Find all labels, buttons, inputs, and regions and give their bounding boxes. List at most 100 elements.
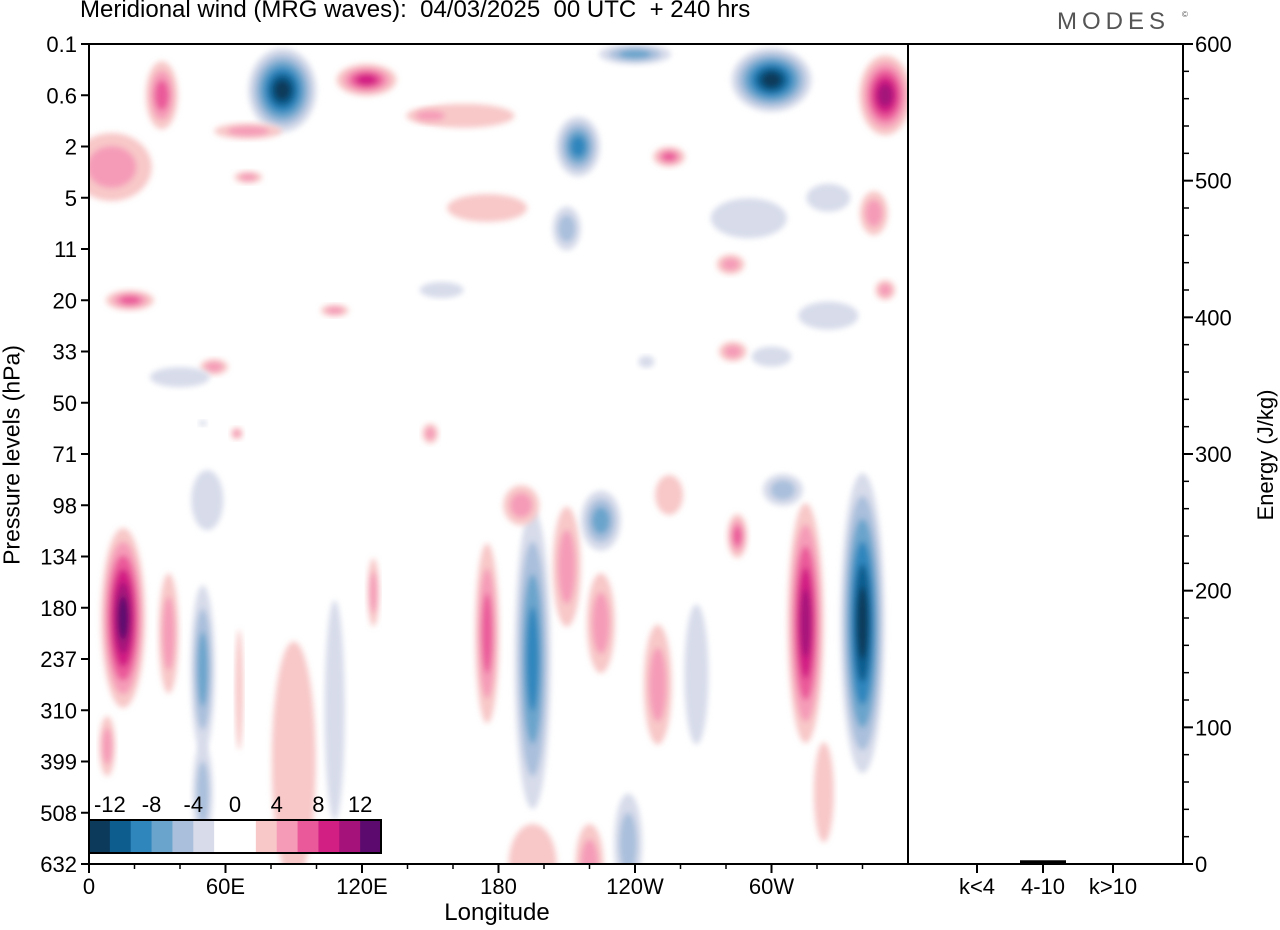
contour-blob-level [684,604,709,745]
contour-blob [806,183,851,212]
contour-blob-level [526,606,539,712]
energy-tick-label: 500 [1195,169,1232,194]
colorbar-swatch [297,820,319,853]
contour-blob-level [117,596,129,640]
y-tick-label: 71 [53,442,77,467]
contour-blob [684,604,709,745]
contour-blob [787,503,824,744]
contour-blob-level [806,183,851,212]
contour-blob [718,341,747,362]
contour-blob [813,742,834,843]
contour-blob-level [865,199,883,227]
colorbar-swatch [255,820,278,853]
y-tick-label: 310 [40,698,77,723]
contour-blob-level [591,507,610,534]
plot-background [89,44,908,864]
energy-bar [1090,863,1136,865]
contour-blob [751,346,792,367]
contour-blob-level [751,346,792,367]
contour-blob-level [191,470,224,531]
contour-blob-level [655,475,684,515]
y-tick-label: 180 [40,596,77,621]
contour-blob [198,420,207,427]
contour-blob [200,358,229,375]
contour-blob-level [205,361,223,372]
energy-bar [954,863,1000,865]
energy-tick-label: 400 [1195,305,1232,330]
contour-blob [586,573,615,674]
colorbar-swatch [339,820,361,853]
contour-blob [614,793,643,864]
contour-blob [655,475,684,515]
x-tick-label: 60W [749,874,794,899]
contour-blob-level [227,126,270,137]
y-tick-label: 11 [54,237,77,262]
contour-blob-level [324,600,345,821]
energy-tick-label: 300 [1195,442,1232,467]
contour-blob [192,742,213,843]
contour-blob-level [662,152,677,162]
contour-blob-level [619,49,651,59]
contour-blob-level [233,429,241,438]
contour-blob-level [724,345,742,358]
y-tick-label: 20 [53,288,77,313]
colorbar-label: -12 [94,792,126,817]
contour-blob [150,367,210,388]
contour-blob [653,146,686,167]
contour-blob [248,48,317,133]
y-tick-label: 134 [40,545,77,570]
contour-blob-level [119,295,141,305]
contour-blob-level [558,529,576,604]
contour-blob-level [558,214,576,243]
energy-tick-label: 200 [1195,579,1232,604]
colorbar-label: 8 [312,792,324,817]
colorbar-swatch [235,820,257,853]
energy-category-label: k<4 [959,874,995,899]
contour-blob [234,171,263,184]
energy-panel: 0 100 200 300 400 500 600 k<4 4-10 k>10 [908,32,1232,899]
y-tick-label: 50 [53,391,77,416]
contour-blob [324,600,345,821]
contour-blob-level [102,727,113,765]
contour-blob-level [274,79,291,101]
colorbar-label: 4 [271,792,283,817]
contour-blob [367,558,380,627]
energy-category-label: k>10 [1089,874,1137,899]
contour-blob [503,485,540,526]
contour-blob-level [508,824,557,864]
colorbar-swatch [109,820,132,853]
energy-bar [1020,860,1066,864]
contour-blob-level [369,571,378,614]
colorbar-label: -8 [142,792,162,817]
y-tick-label: 632 [40,852,77,877]
colorbar-swatch [193,820,215,853]
colorbar-label: -4 [184,792,204,817]
contour-blob [552,506,581,627]
contour-blob [875,280,896,300]
contour-blob [716,254,745,275]
x-axis-label: Longitude [444,899,550,926]
y-tick-label: 33 [53,340,77,365]
contour-blob-level [198,420,207,427]
contour-blob-level [732,526,742,546]
contour-blob [552,206,581,251]
contour-blob-level [761,72,782,88]
contour-blob [798,301,859,330]
contour-blob [556,116,601,177]
y-tick-label: 399 [40,750,77,775]
brand-mark: © [1182,10,1188,19]
contour-blob [599,44,671,65]
colorbar-swatch [151,820,173,853]
contour-blob [727,514,748,558]
y-tick-label: 237 [40,647,77,672]
colorbar-swatch [318,820,340,853]
contour-blob [580,490,621,551]
contour-blob-level [89,146,137,188]
contour-blob [271,641,316,864]
colorbar: -12 -8 -4 0 4 8 12 [88,792,382,854]
colorbar-swatch [130,820,153,853]
contour-blob-level [415,110,446,121]
contour-blob-level [800,588,811,658]
contour-blob [230,427,243,440]
